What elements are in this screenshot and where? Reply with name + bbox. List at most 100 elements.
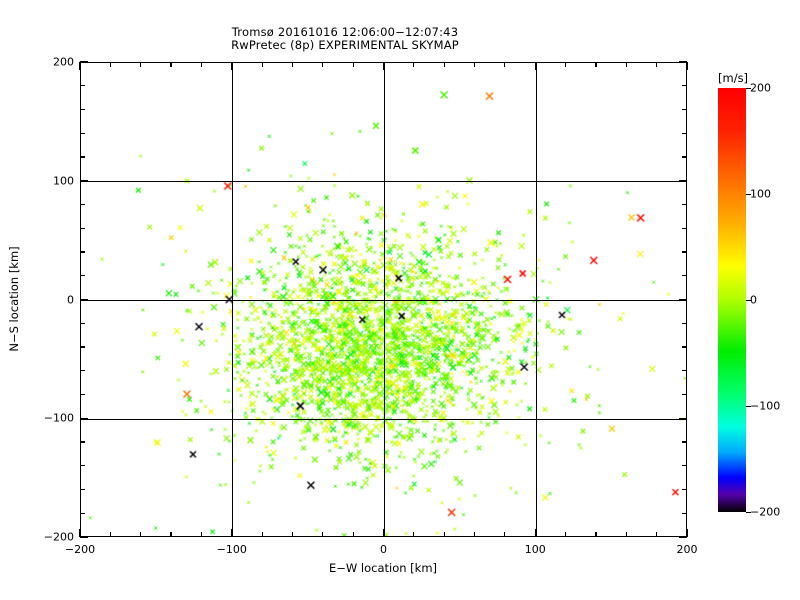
x-axis-minor-tick <box>473 532 476 537</box>
x-axis-minor-tick <box>322 62 324 67</box>
y-axis-minor-tick <box>682 275 687 277</box>
x-axis-major-tick <box>686 62 688 70</box>
colorbar-tick-label: −200 <box>750 505 781 519</box>
x-axis-minor-tick <box>291 62 294 67</box>
gridline-vertical <box>383 63 386 536</box>
colorbar-tick <box>746 406 751 408</box>
y-axis-minor-tick <box>682 156 687 158</box>
x-axis-major-tick <box>382 529 385 537</box>
x-axis-tick-label: 200 <box>676 543 698 556</box>
x-axis-major-tick <box>686 529 688 537</box>
x-axis-minor-tick <box>352 62 354 67</box>
y-axis-minor-tick <box>80 346 85 348</box>
x-axis-major-tick <box>79 62 81 70</box>
y-axis-label: N−S location [km] <box>7 246 21 352</box>
x-axis-tick-label: −200 <box>64 543 96 556</box>
y-axis-major-tick <box>679 417 687 419</box>
colorbar-tick <box>746 512 751 514</box>
y-axis-major-tick <box>679 536 687 538</box>
x-axis-minor-tick <box>504 532 506 537</box>
x-axis-minor-tick <box>109 532 111 537</box>
x-axis-minor-tick <box>109 62 111 67</box>
y-axis-minor-tick <box>682 346 687 348</box>
x-axis-minor-tick <box>625 532 627 537</box>
y-axis-minor-tick <box>682 322 687 324</box>
x-axis-minor-tick <box>565 532 567 537</box>
y-axis-minor-tick <box>80 322 85 324</box>
y-axis-minor-tick <box>682 85 687 87</box>
y-axis-minor-tick <box>682 370 687 372</box>
x-axis-tick-label: −100 <box>216 543 247 556</box>
y-axis-major-tick <box>80 180 88 182</box>
x-axis-minor-tick <box>322 532 324 537</box>
colorbar-tick <box>746 194 751 196</box>
x-axis-minor-tick <box>595 532 597 537</box>
gridline-horizontal <box>81 299 686 302</box>
plot-area <box>80 62 687 537</box>
y-axis-minor-tick <box>80 512 85 514</box>
x-axis-minor-tick <box>656 532 658 537</box>
gridline-vertical <box>535 63 537 536</box>
y-axis-minor-tick <box>80 132 85 134</box>
y-axis-minor-tick <box>80 85 85 87</box>
y-axis-minor-tick <box>682 227 687 229</box>
x-axis-label: E−W location [km] <box>328 561 438 575</box>
x-axis-minor-tick <box>261 532 263 537</box>
colorbar-tick-label: −100 <box>750 399 781 413</box>
x-axis-minor-tick <box>504 62 506 67</box>
x-axis-major-tick <box>231 62 233 70</box>
gridline-vertical <box>232 63 234 536</box>
x-axis-tick-label: 100 <box>524 543 546 556</box>
x-axis-minor-tick <box>261 62 263 67</box>
y-axis-major-tick <box>80 298 88 301</box>
y-axis-minor-tick <box>682 132 687 134</box>
y-axis-minor-tick <box>682 465 687 467</box>
x-axis-minor-tick <box>170 62 172 67</box>
y-axis-minor-tick <box>682 512 687 514</box>
y-axis-minor-tick <box>80 393 85 396</box>
x-axis-tick-label: 0 <box>380 543 387 556</box>
y-axis-major-tick <box>679 298 687 301</box>
x-axis-minor-tick <box>140 532 142 537</box>
y-axis-tick-label: 200 <box>53 55 74 69</box>
y-axis-minor-tick <box>682 488 687 491</box>
y-axis-minor-tick <box>682 441 687 443</box>
y-axis-minor-tick <box>682 251 687 253</box>
colorbar-title: [m/s] <box>718 71 749 85</box>
x-axis-major-tick <box>382 62 385 70</box>
x-axis-major-tick <box>231 529 233 537</box>
colorbar-gradient <box>718 88 746 512</box>
y-axis-minor-tick <box>682 108 687 111</box>
x-axis-minor-tick <box>170 532 172 537</box>
y-axis-minor-tick <box>682 203 687 206</box>
colorbar-tick-label: 200 <box>750 81 771 95</box>
x-axis-minor-tick <box>413 62 415 67</box>
x-axis-minor-tick <box>595 62 597 67</box>
x-axis-minor-tick <box>565 62 567 67</box>
colorbar-tick <box>746 300 751 302</box>
y-axis-tick-label: −100 <box>43 411 74 425</box>
x-axis-major-tick <box>534 529 536 537</box>
colorbar-tick <box>746 88 751 90</box>
y-axis-minor-tick <box>682 393 687 396</box>
x-axis-major-tick <box>534 62 536 70</box>
plot-title-line-1: Tromsø 20161016 12:06:00−12:07:43 <box>231 25 459 39</box>
colorbar-tick-label: 100 <box>750 187 771 201</box>
x-axis-minor-tick <box>473 62 476 67</box>
colorbar-tick-label: 0 <box>750 293 757 307</box>
y-axis-minor-tick <box>80 227 85 229</box>
x-axis-major-tick <box>79 529 81 537</box>
plot-title: Tromsø 20161016 12:06:00−12:07:43 RwPret… <box>0 26 690 52</box>
y-axis-major-tick <box>80 536 88 538</box>
y-axis-minor-tick <box>80 441 85 443</box>
y-axis-minor-tick <box>80 108 85 111</box>
x-axis-minor-tick <box>140 62 142 67</box>
y-axis-tick-label: 100 <box>53 174 74 188</box>
x-axis-minor-tick <box>352 532 354 537</box>
y-axis-minor-tick <box>80 156 85 158</box>
scatter-plot-canvas <box>81 63 686 536</box>
y-axis-minor-tick <box>80 251 85 253</box>
x-axis-minor-tick <box>291 532 294 537</box>
x-axis-minor-tick <box>443 62 445 67</box>
